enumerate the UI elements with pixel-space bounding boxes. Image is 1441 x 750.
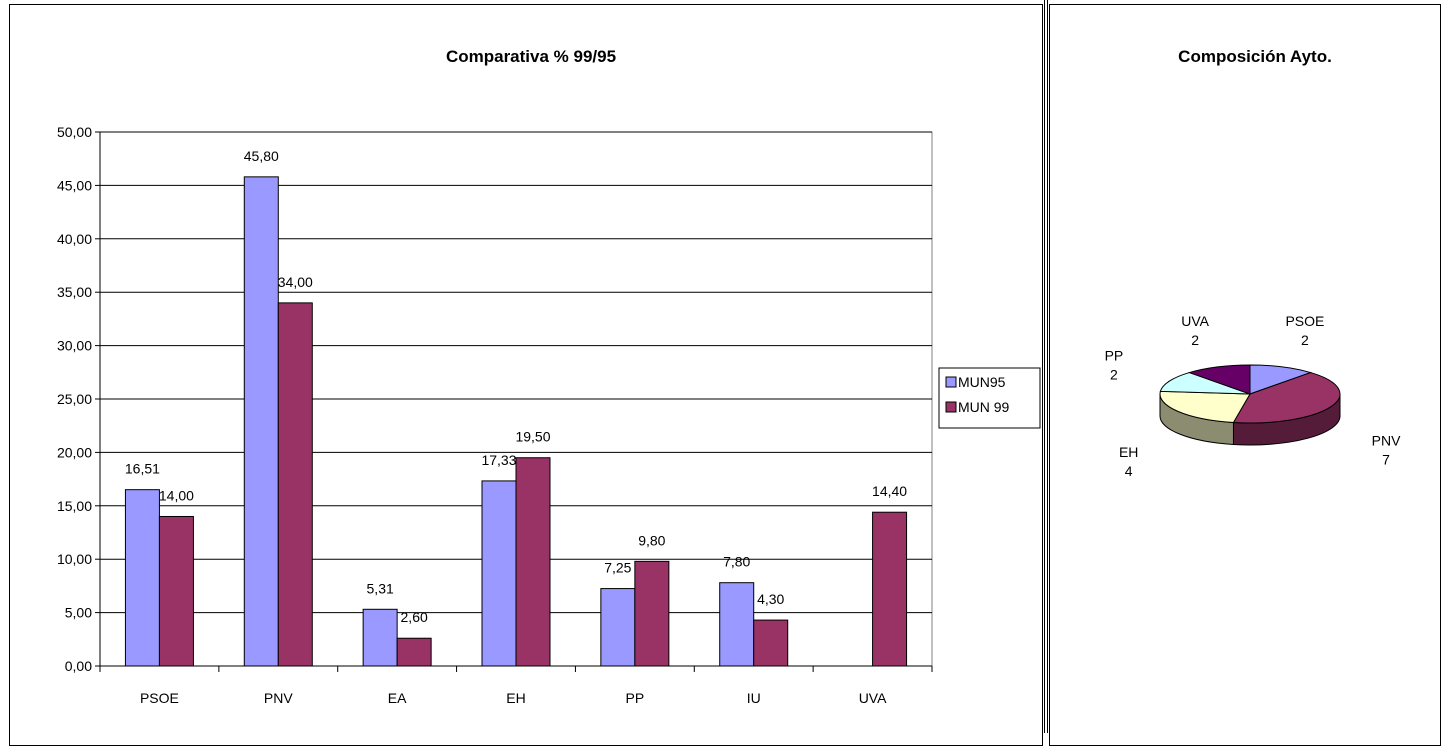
pie-value-label: 7 (1382, 452, 1390, 468)
bar-mun99-pnv (277, 302, 313, 667)
pie-chart-panel: Composición Ayto. PSOE 2 PNV 7 EH 4 PP 2 UVA 2 (1049, 4, 1441, 746)
pie-label-uva: UVA 2 (1181, 313, 1209, 348)
legend-swatch (945, 401, 957, 413)
data-label: 7,80 (723, 554, 750, 570)
y-tick-label: 5,00 (65, 605, 92, 621)
data-label: 9,80 (638, 532, 665, 548)
bar-mun95-eh (481, 480, 517, 667)
y-tick-label: 45,00 (57, 177, 92, 193)
bar-mun95-psoe (124, 489, 160, 667)
bar-mun99-pp (634, 560, 670, 667)
bar-chart: Comparativa % 99/95 16,51 14,00 45,80 34,00… (57, 47, 1041, 706)
data-label: 14,00 (159, 487, 194, 503)
pie-category-label: UVA (1181, 313, 1209, 329)
y-tick-label: 30,00 (57, 338, 92, 354)
bar-mun99-iu (753, 619, 789, 667)
pie-value-label: 4 (1125, 463, 1133, 479)
bar-mun95-iu (719, 582, 755, 667)
bar-mun95-pp (600, 588, 636, 667)
pie-label-pnv: PNV 7 (1372, 433, 1401, 468)
bar-chart-panel: Comparativa % 99/95 16,51 14,00 45,80 34,00… (9, 4, 1043, 746)
pie-value-label: 2 (1301, 332, 1309, 348)
pie-category-label: PNV (1372, 433, 1401, 449)
data-label: 4,30 (757, 591, 784, 607)
pie-slice-uva (1187, 364, 1251, 395)
data-label: 14,40 (872, 483, 907, 499)
panel-divider (1047, 0, 1048, 733)
data-label: 7,25 (604, 560, 631, 576)
x-tick-label: EH (506, 690, 525, 706)
pie-label-eh: EH 4 (1119, 444, 1138, 479)
y-tick-label: 35,00 (57, 284, 92, 300)
pie-chart-title: Composición Ayto. (1178, 47, 1332, 66)
bar-mun99-eh (515, 457, 551, 667)
legend-entry: MUN 99 (958, 399, 1010, 415)
bar-mun95-ea (362, 608, 398, 667)
pie-label-pp: PP 2 (1105, 347, 1124, 382)
data-label: 16,51 (125, 461, 160, 477)
y-tick-label: 25,00 (57, 391, 92, 407)
y-tick-label: 20,00 (57, 444, 92, 460)
bar-mun99-ea (396, 637, 432, 667)
pie-value-label: 2 (1110, 366, 1118, 382)
x-tick-label: PNV (264, 690, 293, 706)
pie-slice-psoe (1249, 364, 1313, 395)
y-tick-label: 15,00 (57, 498, 92, 514)
x-tick-label: EA (388, 690, 407, 706)
bar-mun95-pnv (243, 176, 279, 667)
data-label: 2,60 (401, 609, 428, 625)
x-tick-label: IU (747, 690, 761, 706)
y-tick-label: 40,00 (57, 231, 92, 247)
legend: MUN95 MUN 99 (938, 367, 1041, 429)
bar-mun99-uva (872, 511, 908, 667)
y-tick-label: 10,00 (57, 551, 92, 567)
data-label: 19,50 (515, 429, 550, 445)
data-label: 5,31 (367, 580, 394, 596)
pie-chart: Composición Ayto. PSOE 2 PNV 7 EH 4 PP 2 UVA 2 (1105, 47, 1402, 479)
data-label: 17,33 (481, 452, 516, 468)
pie-slice-eh (1159, 390, 1251, 424)
pie-category-label: PSOE (1285, 313, 1324, 329)
legend-entry: MUN95 (958, 374, 1006, 390)
bar-chart-title: Comparativa % 99/95 (446, 47, 616, 66)
legend-swatch (945, 376, 957, 388)
pie-slice-pnv (1232, 372, 1341, 424)
x-tick-label: PP (626, 690, 645, 706)
data-label: 34,00 (278, 274, 313, 290)
bar-mun99-psoe (158, 515, 194, 667)
x-tick-label: PSOE (140, 690, 179, 706)
pie-slice-pp (1159, 372, 1251, 395)
y-tick-label: 0,00 (65, 658, 92, 674)
pie-category-label: PP (1105, 347, 1124, 363)
panel-divider (1044, 0, 1045, 733)
y-tick-label: 50,00 (57, 124, 92, 140)
data-label: 45,80 (244, 148, 279, 164)
pie-category-label: EH (1119, 444, 1138, 460)
x-tick-label: UVA (859, 690, 887, 706)
pie-value-label: 2 (1191, 332, 1199, 348)
pie-label-psoe: PSOE 2 (1285, 313, 1324, 348)
